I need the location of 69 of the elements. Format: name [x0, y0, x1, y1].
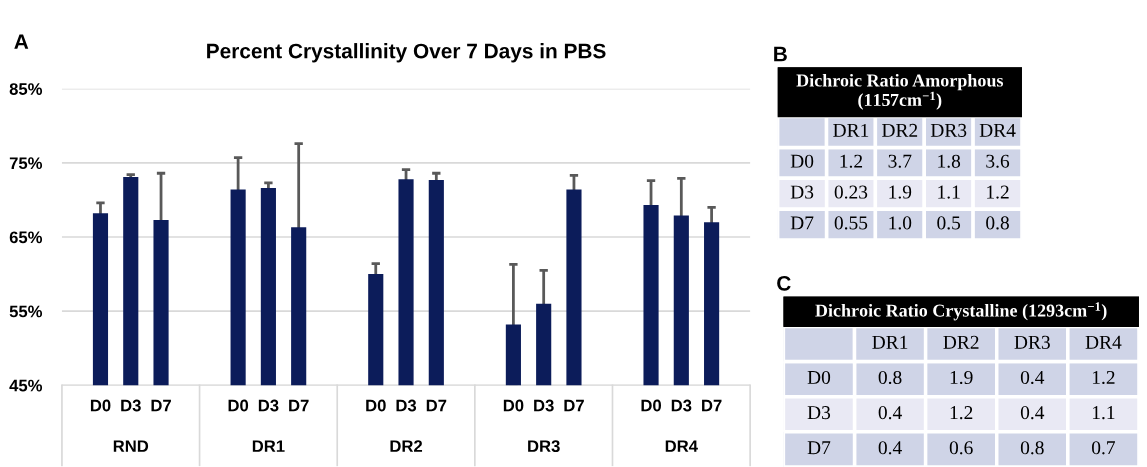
x-tick-label: DR4 — [1085, 335, 1122, 349]
data-label: 1.1 — [1092, 406, 1115, 420]
x-tick-label: DR4 — [979, 123, 1016, 137]
series-label: D7 — [151, 399, 171, 412]
data-label: 0.7 — [1092, 441, 1116, 455]
text: D0 — [228, 399, 249, 412]
y-tick-label: D3 — [790, 185, 814, 199]
x-tick-label: DR3 — [528, 440, 560, 453]
x-tick-label: DR3 — [930, 123, 967, 137]
data-label: 0.5 — [937, 216, 961, 230]
data-label: 0.6 — [949, 441, 973, 455]
data-label: 1.2 — [987, 185, 1009, 199]
y-tick-label: D7 — [790, 216, 814, 230]
text: B — [774, 46, 787, 62]
y-tick-label: 85% — [9, 83, 43, 95]
data-label: 1.2 — [1092, 370, 1115, 385]
x-tick-label: RND — [113, 440, 149, 452]
text: D7 — [564, 399, 584, 412]
y-tick-label: D0 — [790, 154, 814, 168]
y-tick-label: 75% — [9, 157, 43, 170]
series-label: D3 — [258, 399, 279, 412]
text: D7 — [702, 399, 722, 412]
data-label: 0.4 — [878, 441, 902, 455]
text: D7 — [426, 399, 447, 412]
data-label: 1.8 — [938, 154, 961, 168]
text: D3 — [396, 399, 417, 412]
x-tick-label: DR1 — [833, 123, 869, 137]
data-label: 0.8 — [1020, 441, 1044, 455]
text: D3 — [534, 399, 554, 412]
series-label: D0 — [366, 399, 386, 412]
data-label: 0.4 — [878, 406, 902, 420]
x-tick-label: DR4 — [665, 440, 698, 452]
y-tick-label: 55% — [9, 305, 43, 318]
text: D7 — [289, 399, 309, 412]
data-label: 1.0 — [889, 216, 912, 230]
text: D3 — [121, 399, 141, 412]
text: D3 — [671, 399, 692, 412]
data-label: 0.23 — [834, 185, 868, 199]
x-tick-label: DR2 — [882, 123, 918, 137]
text: D0 — [90, 399, 111, 412]
x-tick-label: DR1 — [252, 440, 285, 452]
data-label: 0.8 — [986, 216, 1009, 230]
data-label: 3.7 — [888, 154, 912, 168]
data-label: 1.1 — [938, 185, 960, 199]
data-label: 1.2 — [840, 154, 863, 168]
x-tick-label: DR2 — [943, 335, 979, 349]
data-label: 0.55 — [834, 216, 868, 230]
y-tick-label: D3 — [807, 406, 831, 420]
chart-title: Percent Crystallinity Over 7 Days in PBS — [207, 43, 606, 63]
data-label: 1.9 — [950, 370, 973, 385]
chart-title: Dichroic Ratio Amorphous (1157cm$^{−1}$) — [796, 73, 1004, 110]
data-label: 0.4 — [1020, 370, 1045, 385]
text: A — [14, 34, 29, 49]
data-label: 0.4 — [1020, 406, 1045, 420]
y-tick-label: D0 — [807, 370, 831, 384]
data-label: 3.6 — [986, 154, 1010, 168]
data-label: 1.9 — [889, 185, 912, 199]
chart-title: Dichroic Ratio Crystalline (1293cm$^{−1}$) — [815, 302, 1107, 321]
data-label: 1.2 — [950, 406, 973, 420]
data-label: 0.8 — [878, 370, 902, 385]
y-tick-label: 45% — [9, 379, 43, 392]
x-tick-label: DR2 — [390, 440, 423, 452]
y-tick-label: 65% — [9, 231, 43, 244]
text: C — [777, 275, 791, 291]
text: D0 — [503, 399, 524, 412]
y-tick-label: D7 — [807, 441, 831, 455]
x-tick-label: DR3 — [1014, 335, 1050, 349]
x-tick-label: DR1 — [872, 335, 908, 349]
text: D0 — [641, 399, 662, 412]
